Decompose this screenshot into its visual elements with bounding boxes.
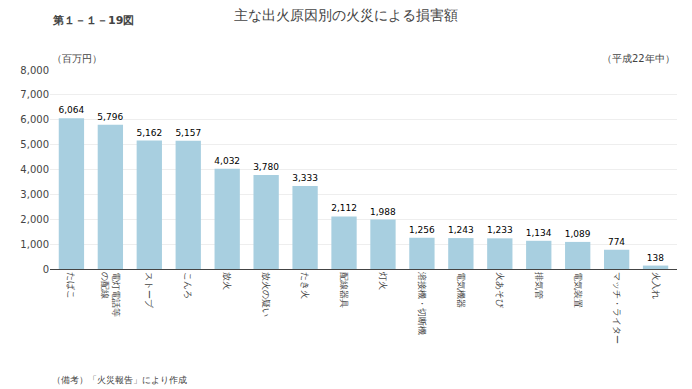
svg-text:（百万円）: （百万円） [52, 53, 102, 64]
svg-text:マッチ・ライター: マッチ・ライター [612, 272, 622, 344]
svg-text:たき火: たき火 [300, 272, 310, 299]
svg-text:2,000: 2,000 [20, 214, 49, 225]
svg-text:（平成22年中）: （平成22年中） [602, 53, 675, 64]
svg-text:1,988: 1,988 [370, 207, 396, 217]
svg-text:排気管: 排気管 [534, 272, 544, 299]
svg-text:4,032: 4,032 [214, 156, 240, 166]
svg-text:7,000: 7,000 [20, 89, 49, 100]
svg-text:1,134: 1,134 [526, 228, 552, 238]
svg-text:火あそび: 火あそび [495, 272, 505, 309]
svg-text:電気機器: 電気機器 [456, 272, 466, 308]
svg-text:5,796: 5,796 [97, 112, 123, 122]
svg-text:6,064: 6,064 [58, 105, 84, 115]
svg-text:0: 0 [43, 264, 49, 275]
svg-text:5,000: 5,000 [20, 139, 49, 150]
svg-text:3,333: 3,333 [292, 173, 318, 183]
svg-text:8,000: 8,000 [20, 65, 49, 76]
svg-text:ストーブ: ストーブ [144, 272, 154, 309]
svg-text:たばこ: たばこ [66, 272, 76, 299]
svg-text:配線器具: 配線器具 [339, 272, 349, 308]
svg-text:1,089: 1,089 [565, 229, 591, 239]
svg-text:電灯電話等の配線: 電灯電話等の配線 [100, 272, 122, 317]
svg-text:1,000: 1,000 [20, 239, 49, 250]
svg-text:主な出火原因別の火災による損害額: 主な出火原因別の火災による損害額 [234, 7, 458, 23]
svg-text:放火の疑い: 放火の疑い [261, 272, 271, 317]
svg-text:第１－１－19図: 第１－１－19図 [52, 14, 134, 27]
svg-text:1,243: 1,243 [448, 225, 474, 235]
svg-text:4,000: 4,000 [20, 164, 49, 175]
svg-text:3,780: 3,780 [253, 162, 279, 172]
svg-text:138: 138 [647, 253, 664, 263]
svg-text:3,000: 3,000 [20, 189, 49, 200]
svg-text:774: 774 [608, 237, 625, 247]
svg-text:6,000: 6,000 [20, 114, 49, 125]
svg-text:こんろ: こんろ [183, 272, 193, 299]
svg-text:電気装置: 電気装置 [573, 272, 583, 308]
svg-text:火入れ: 火入れ [651, 272, 661, 299]
svg-text:5,162: 5,162 [136, 128, 162, 138]
svg-text:溶接機・切断機: 溶接機・切断機 [417, 272, 427, 335]
svg-text:1,256: 1,256 [409, 225, 435, 235]
svg-text:2,112: 2,112 [331, 203, 357, 213]
svg-text:5,157: 5,157 [175, 128, 201, 138]
svg-text:（備考）「火災報告」により作成: （備考）「火災報告」により作成 [52, 375, 187, 385]
svg-text:放火: 放火 [222, 272, 232, 290]
svg-text:1,233: 1,233 [487, 225, 513, 235]
svg-text:灯火: 灯火 [378, 272, 388, 290]
